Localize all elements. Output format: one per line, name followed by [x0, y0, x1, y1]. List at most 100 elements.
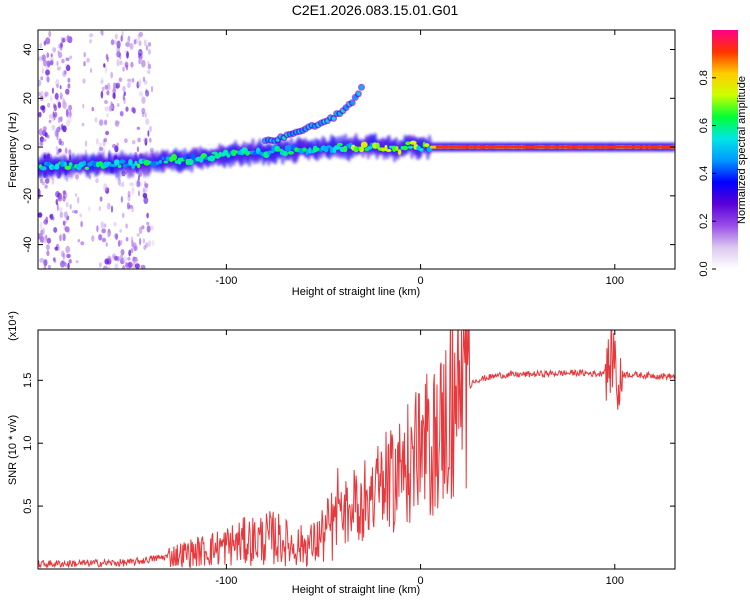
snr-panel: -100 0 100 0.5 1.0 1.5 Height of straight li… [7, 311, 676, 596]
colorbar-tick-label: 0.0 [698, 261, 710, 276]
noise-speckle [39, 258, 45, 263]
y-tick-label: -40 [22, 237, 34, 253]
noise-speckle [144, 112, 147, 119]
noise-speckle [138, 174, 140, 182]
noise-speckle [48, 114, 54, 119]
noise-speckle [101, 86, 105, 92]
noise-speckle [59, 85, 62, 90]
noise-speckle [138, 52, 141, 59]
noise-speckle [140, 264, 146, 269]
noise-speckle [39, 221, 43, 230]
noise-speckle [84, 149, 88, 155]
y-tick-label: 1.5 [22, 373, 34, 388]
noise-speckle [101, 77, 104, 84]
noise-speckle [143, 245, 147, 250]
noise-speckle [141, 225, 145, 230]
noise-speckle [57, 116, 61, 124]
noise-speckle [100, 30, 104, 35]
noise-speckle [42, 235, 48, 244]
noise-speckle [43, 40, 47, 46]
spectral-core-blob [82, 160, 86, 166]
noise-speckle [46, 60, 51, 68]
noise-speckle [130, 61, 134, 68]
noise-speckle [121, 30, 124, 37]
noise-speckle [130, 61, 134, 68]
branch-core-blob [331, 116, 336, 121]
noise-speckle [38, 111, 42, 118]
spectral-core-blob [136, 163, 141, 168]
noise-speckle [101, 228, 106, 234]
noise-speckle [82, 103, 85, 109]
noise-speckle [38, 91, 41, 97]
noise-speckle [122, 94, 126, 101]
noise-speckle [130, 236, 134, 243]
noise-speckle [50, 59, 54, 66]
spectral-core-blob [360, 141, 368, 148]
noise-speckle [66, 109, 69, 118]
noise-speckle [89, 68, 93, 73]
noise-speckle [102, 139, 106, 147]
noise-speckle [142, 188, 145, 194]
noise-speckle [69, 203, 72, 210]
noise-speckle [119, 229, 122, 233]
noise-speckle [119, 111, 124, 117]
noise-speckle [147, 69, 151, 75]
noise-speckle [122, 85, 126, 92]
noise-speckle [66, 64, 70, 70]
noise-speckle [103, 183, 108, 192]
noise-speckle [54, 111, 58, 118]
snr-frame [38, 330, 675, 569]
spectral-core-blob [40, 166, 47, 171]
noise-speckle [41, 54, 46, 62]
noise-speckle [122, 256, 128, 262]
noise-speckle [117, 240, 121, 247]
noise-speckle [98, 206, 101, 211]
noise-speckle [86, 57, 90, 63]
noise-speckle [96, 225, 99, 233]
noise-speckle [46, 237, 52, 244]
noise-speckle [65, 245, 71, 254]
noise-speckle [41, 67, 44, 75]
noise-speckle [40, 76, 44, 81]
noise-speckle [145, 118, 150, 125]
noise-speckle [106, 113, 109, 118]
noise-speckle [99, 262, 102, 268]
noise-speckle [125, 237, 129, 242]
noise-speckle [87, 206, 91, 212]
noise-speckle [116, 103, 120, 107]
y-tick-label: 1.0 [22, 436, 34, 451]
noise-speckle [145, 242, 149, 248]
noise-speckle [112, 143, 117, 149]
spectral-core-blob [395, 146, 399, 151]
noise-speckle [131, 107, 135, 113]
noise-speckle [56, 83, 59, 89]
noise-speckle [145, 90, 150, 97]
noise-speckle [136, 146, 139, 153]
noise-speckle [126, 39, 130, 48]
spectral-core-blob [134, 160, 138, 166]
noise-speckle [138, 181, 142, 187]
noise-speckle [62, 98, 66, 105]
noise-speckle [84, 140, 88, 147]
noise-speckle [47, 264, 51, 269]
colorbar-tick-label: 0.4 [698, 166, 710, 181]
colorbar-label: Normalized spectral amplitude [736, 76, 748, 224]
noise-speckle [48, 119, 52, 124]
spectrogram-marks-layer [38, 83, 675, 180]
spectral-line-core [38, 140, 675, 171]
spectrogram-x-axis-label: Height of straight line (km) [292, 286, 420, 298]
noise-speckle [53, 257, 56, 262]
spectral-core-blob [329, 146, 334, 154]
spectral-core-blob [186, 158, 194, 165]
spectral-core-blob [119, 159, 126, 164]
noise-speckle [59, 211, 64, 219]
noise-speckle [98, 146, 104, 151]
noise-speckle [59, 234, 62, 242]
spectrogram-y-ticks: -40 -20 0 20 40 [22, 43, 675, 253]
noise-speckle [147, 60, 150, 65]
noise-speckle [141, 59, 146, 68]
noise-speckle [55, 191, 60, 198]
noise-speckle [55, 199, 58, 206]
noise-speckle [104, 84, 109, 90]
noise-speckle [137, 137, 141, 143]
